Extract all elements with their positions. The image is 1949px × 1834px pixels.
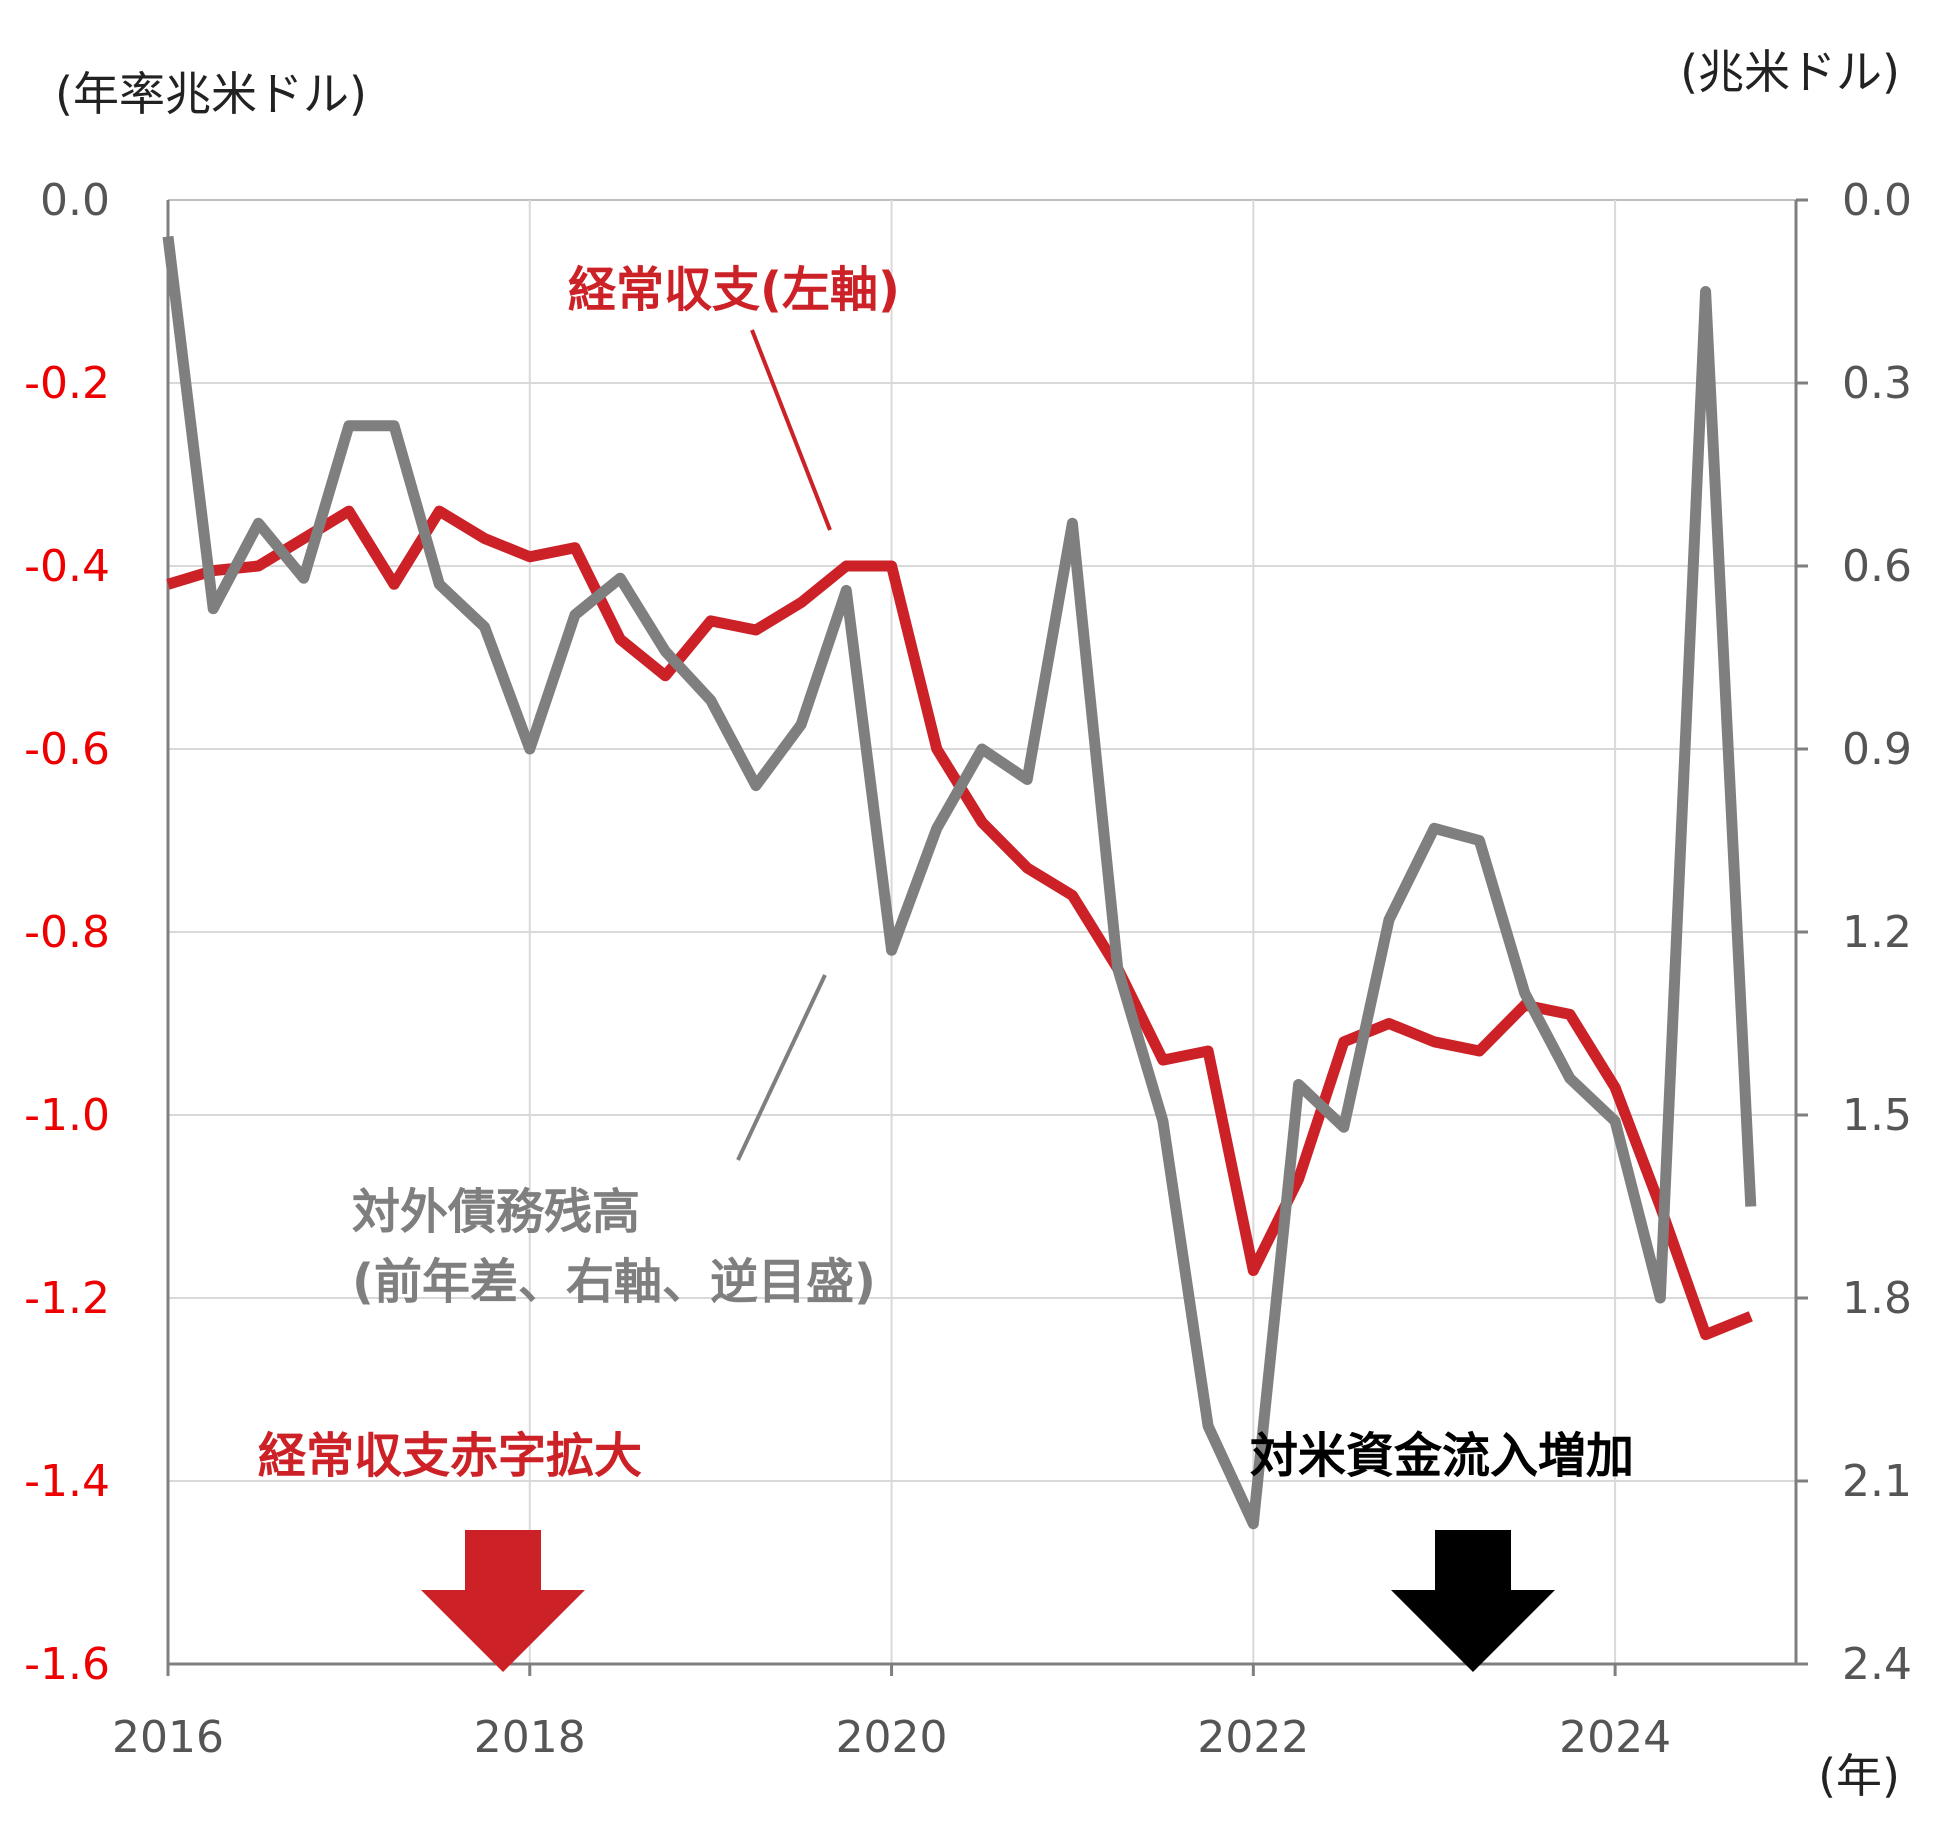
x-axis-tick-label: 2016	[112, 1712, 224, 1763]
left-axis-tick-label: -0.4	[24, 541, 110, 592]
x-axis-tick-labels: 2016 2018 2020 2022 2024	[112, 1712, 1671, 1763]
left-axis-tick-label: -1.0	[24, 1090, 110, 1141]
down-arrow-icon	[1391, 1530, 1555, 1672]
current-account-leader-line	[750, 329, 832, 531]
right-axis-tick-label: 0.0	[1842, 175, 1912, 226]
inflow-increase-label: 対米資金流入増加	[1250, 1428, 1634, 1484]
external-debt-series-label-line2: (前年差、右軸、逆目盛)	[352, 1254, 876, 1310]
right-axis-unit: (兆米ドル)	[1680, 45, 1900, 99]
x-axis-unit: (年)	[1818, 1749, 1900, 1803]
right-axis-tick-labels: 0.0 0.3 0.6 0.9 1.2 1.5 1.8 2.1 2.4	[1842, 175, 1912, 1690]
down-arrow-icon	[421, 1530, 585, 1672]
left-axis-tick-label: -0.6	[24, 724, 110, 775]
left-axis-tick-label: -1.4	[24, 1456, 110, 1507]
label-leader-lines	[736, 329, 832, 1161]
left-axis-tick-label: 0.0	[40, 175, 110, 226]
deficit-widening-label: 経常収支赤字拡大	[258, 1428, 642, 1484]
right-axis-tick-label: 2.1	[1842, 1456, 1912, 1507]
right-axis-tick-label: 1.8	[1842, 1273, 1912, 1324]
left-axis-tick-label: -1.6	[24, 1639, 110, 1690]
right-axis-tick-label: 0.3	[1842, 358, 1912, 409]
series-lines	[162, 235, 1757, 1530]
axes	[166, 198, 1808, 1676]
right-axis-tick-label: 0.6	[1842, 541, 1912, 592]
left-axis-tick-label: -0.2	[24, 358, 110, 409]
left-axis-tick-label: -0.8	[24, 907, 110, 958]
left-axis-unit: (年率兆米ドル)	[55, 67, 367, 121]
right-axis-tick-label: 1.2	[1842, 907, 1912, 958]
left-axis-tick-label: -1.2	[24, 1273, 110, 1324]
current-account-series-label: 経常収支(左軸)	[568, 262, 900, 318]
external-debt-series-label-line1: 対外債務残高	[352, 1184, 640, 1240]
external-debt-line	[162, 235, 1757, 1530]
x-axis-tick-label: 2018	[474, 1712, 586, 1763]
x-axis-tick-label: 2022	[1197, 1712, 1309, 1763]
right-axis-tick-label: 1.5	[1842, 1090, 1912, 1141]
external-debt-leader-line	[736, 974, 827, 1161]
left-axis-tick-labels: 0.0 -0.2 -0.4 -0.6 -0.8 -1.0 -1.2 -1.4 -1.6	[24, 175, 110, 1690]
right-axis-tick-label: 2.4	[1842, 1639, 1912, 1690]
right-axis-tick-label: 0.9	[1842, 724, 1912, 775]
x-axis-tick-label: 2020	[836, 1712, 948, 1763]
x-axis-tick-label: 2024	[1559, 1712, 1671, 1763]
